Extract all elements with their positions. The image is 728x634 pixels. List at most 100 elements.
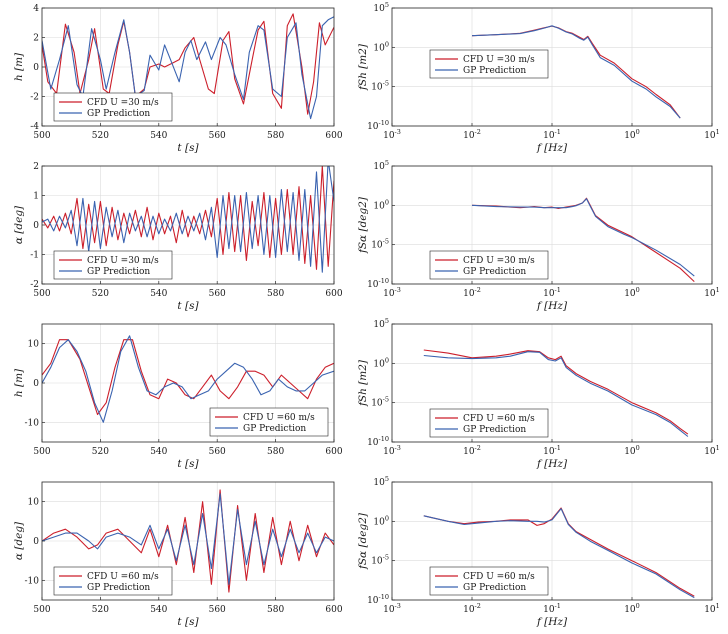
y-tick-label: -2 [30, 280, 39, 290]
x-tick-label: 10-1 [543, 602, 561, 615]
x-tick-label: 10-3 [383, 602, 401, 615]
y-axis-label: fSα [deg2] [357, 196, 369, 254]
y-tick-label: -1 [30, 251, 39, 261]
y-tick-label: 0 [33, 537, 39, 547]
x-tick-label: 600 [325, 131, 342, 141]
y-tick-label: 10 [28, 340, 40, 350]
x-tick-label: 100 [624, 286, 640, 299]
x-axis-label: f [Hz] [536, 142, 568, 154]
gp-series-line [423, 508, 695, 599]
legend-box [53, 250, 173, 280]
chart-c0: 500 520 540 560 580 600 -4 -2 0 2 4 t [s] h [m] CFD U… [13, 4, 343, 154]
legend: CFD U =30 m/sGP Prediction [53, 92, 173, 122]
legend-cfd-label: CFD U =30 m/s [463, 256, 535, 266]
x-tick-label: 10-2 [463, 602, 481, 615]
x-tick-label: 10-3 [383, 444, 401, 457]
x-tick-label: 10-2 [463, 128, 481, 141]
y-tick-label: 100 [373, 198, 389, 211]
y-axis-label: fSh [m2] [357, 359, 369, 407]
legend-gp-label: GP Prediction [463, 425, 526, 435]
x-tick-label: 100 [624, 602, 640, 615]
legend: CFD U =60 m/sGP Prediction [53, 566, 173, 596]
x-tick-label: 520 [92, 131, 109, 141]
x-tick-label: 560 [209, 447, 226, 457]
x-tick-label: 10-3 [383, 286, 401, 299]
x-tick-label: 580 [267, 605, 284, 615]
y-tick-label: 10-5 [371, 80, 389, 93]
x-tick-label: 100 [624, 128, 640, 141]
y-tick-label: 10-10 [367, 119, 389, 132]
y-tick-label: 105 [373, 159, 389, 172]
x-tick-label: 10-3 [383, 128, 401, 141]
y-tick-label: 10-10 [367, 435, 389, 448]
legend-cfd-label: CFD U =60 m/s [243, 413, 315, 423]
legend-gp-label: GP Prediction [87, 109, 150, 119]
cfd-series-line [42, 339, 334, 416]
cfd-series-line [423, 349, 689, 435]
y-tick-label: 100 [373, 356, 389, 369]
y-tick-label: 105 [373, 1, 389, 14]
x-axis-label: f [Hz] [536, 300, 568, 312]
legend: CFD U =30 m/sGP Prediction [429, 250, 549, 280]
x-tick-label: 520 [92, 447, 109, 457]
y-tick-label: 10 [28, 498, 40, 508]
chart-c1: 10-3 10-2 10-1 100 101 10-10 10-5 100 105 f [Hz] f… [357, 1, 720, 154]
x-tick-label: 100 [624, 444, 640, 457]
y-tick-label: 1 [33, 192, 39, 202]
x-tick-label: 10-2 [463, 286, 481, 299]
y-axis-label: α [deg] [13, 521, 25, 560]
gp-series-line [42, 166, 334, 273]
x-tick-label: 560 [209, 289, 226, 299]
x-tick-label: 580 [267, 131, 284, 141]
y-tick-label: -2 [30, 93, 39, 103]
legend: CFD U =60 m/sGP Prediction [429, 408, 549, 438]
y-tick-label: 100 [373, 514, 389, 527]
legend-box [429, 250, 549, 280]
legend-box [209, 407, 329, 437]
x-tick-label: 600 [325, 289, 342, 299]
legend-cfd-label: CFD U =60 m/s [463, 572, 535, 582]
chart-c5: 10-3 10-2 10-1 100 101 10-10 10-5 100 105 f [Hz] f… [357, 317, 720, 470]
y-tick-label: 0 [33, 379, 39, 389]
y-axis-label: fSh [m2] [357, 43, 369, 91]
y-axis-label: α [deg] [13, 205, 25, 244]
legend-box [53, 92, 173, 122]
legend-cfd-label: CFD U =30 m/s [87, 256, 159, 266]
x-tick-label: 520 [92, 605, 109, 615]
y-axis-label: fSα [deg2] [357, 512, 369, 570]
y-tick-label: 10-5 [371, 396, 389, 409]
x-tick-label: 10-1 [543, 444, 561, 457]
x-axis-label: t [s] [177, 142, 199, 154]
gp-series-line [42, 493, 334, 585]
legend-gp-label: GP Prediction [243, 424, 306, 434]
x-tick-label: 101 [704, 444, 720, 457]
y-tick-label: 10-10 [367, 277, 389, 290]
x-axis-label: t [s] [177, 458, 199, 470]
legend-box [429, 408, 549, 438]
x-tick-label: 600 [325, 605, 342, 615]
y-tick-label: 10-5 [371, 238, 389, 251]
chart-c6: 500 520 540 560 580 600 -10 0 10 t [s] α [deg] CFD … [13, 481, 343, 628]
y-tick-label: 10-10 [367, 593, 389, 606]
y-axis-label: h [m] [13, 368, 25, 397]
chart-c7: 10-3 10-2 10-1 100 101 10-10 10-5 100 105 f [Hz] f… [357, 475, 720, 628]
legend-cfd-label: CFD U =30 m/s [87, 98, 159, 108]
legend: CFD U =30 m/sGP Prediction [429, 49, 549, 79]
x-tick-label: 540 [150, 289, 167, 299]
x-tick-label: 580 [267, 447, 284, 457]
x-tick-label: 600 [325, 447, 342, 457]
legend: CFD U =60 m/sGP Prediction [429, 566, 549, 596]
x-tick-label: 10-2 [463, 444, 481, 457]
x-tick-label: 500 [33, 605, 50, 615]
x-tick-label: 10-1 [543, 128, 561, 141]
legend-gp-label: GP Prediction [87, 583, 150, 593]
x-axis-label: t [s] [177, 300, 199, 312]
x-axis-label: t [s] [177, 616, 199, 628]
x-tick-label: 101 [704, 128, 720, 141]
x-tick-label: 540 [150, 131, 167, 141]
chart-c2: 500 520 540 560 580 600 -2 -1 0 1 2 t [s] α [deg] CFD… [13, 162, 343, 312]
x-axis-label: f [Hz] [536, 616, 568, 628]
gp-series-line [471, 25, 681, 119]
gp-series-line [42, 335, 334, 423]
